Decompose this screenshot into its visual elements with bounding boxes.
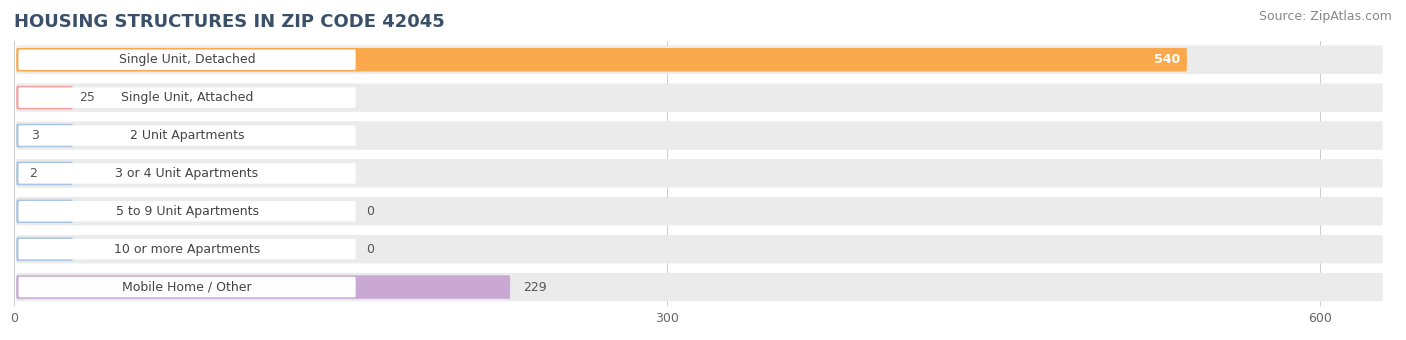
Text: 229: 229: [523, 280, 547, 293]
Text: Single Unit, Attached: Single Unit, Attached: [121, 91, 253, 104]
Text: Source: ZipAtlas.com: Source: ZipAtlas.com: [1258, 10, 1392, 23]
FancyBboxPatch shape: [18, 50, 356, 70]
FancyBboxPatch shape: [17, 237, 73, 261]
FancyBboxPatch shape: [17, 235, 1382, 264]
FancyBboxPatch shape: [17, 162, 73, 185]
FancyBboxPatch shape: [18, 239, 356, 259]
FancyBboxPatch shape: [17, 83, 1382, 112]
Text: Mobile Home / Other: Mobile Home / Other: [122, 280, 252, 293]
Text: HOUSING STRUCTURES IN ZIP CODE 42045: HOUSING STRUCTURES IN ZIP CODE 42045: [14, 13, 444, 31]
Text: 10 or more Apartments: 10 or more Apartments: [114, 243, 260, 256]
FancyBboxPatch shape: [17, 121, 1382, 150]
FancyBboxPatch shape: [17, 48, 1187, 71]
FancyBboxPatch shape: [17, 273, 1382, 301]
Text: 540: 540: [1154, 53, 1181, 66]
Text: 25: 25: [79, 91, 96, 104]
Text: 5 to 9 Unit Apartments: 5 to 9 Unit Apartments: [115, 205, 259, 218]
FancyBboxPatch shape: [17, 275, 510, 299]
FancyBboxPatch shape: [18, 125, 356, 146]
Text: Single Unit, Detached: Single Unit, Detached: [118, 53, 256, 66]
Text: 2 Unit Apartments: 2 Unit Apartments: [129, 129, 245, 142]
FancyBboxPatch shape: [17, 124, 73, 147]
FancyBboxPatch shape: [17, 86, 73, 109]
Text: 0: 0: [367, 205, 374, 218]
Text: 2: 2: [30, 167, 37, 180]
FancyBboxPatch shape: [18, 277, 356, 297]
FancyBboxPatch shape: [17, 197, 1382, 225]
FancyBboxPatch shape: [18, 87, 356, 108]
FancyBboxPatch shape: [18, 163, 356, 184]
FancyBboxPatch shape: [18, 201, 356, 222]
Text: 3: 3: [31, 129, 39, 142]
Text: 3 or 4 Unit Apartments: 3 or 4 Unit Apartments: [115, 167, 259, 180]
FancyBboxPatch shape: [17, 200, 73, 223]
Text: 0: 0: [367, 243, 374, 256]
FancyBboxPatch shape: [17, 159, 1382, 188]
FancyBboxPatch shape: [17, 46, 1382, 74]
